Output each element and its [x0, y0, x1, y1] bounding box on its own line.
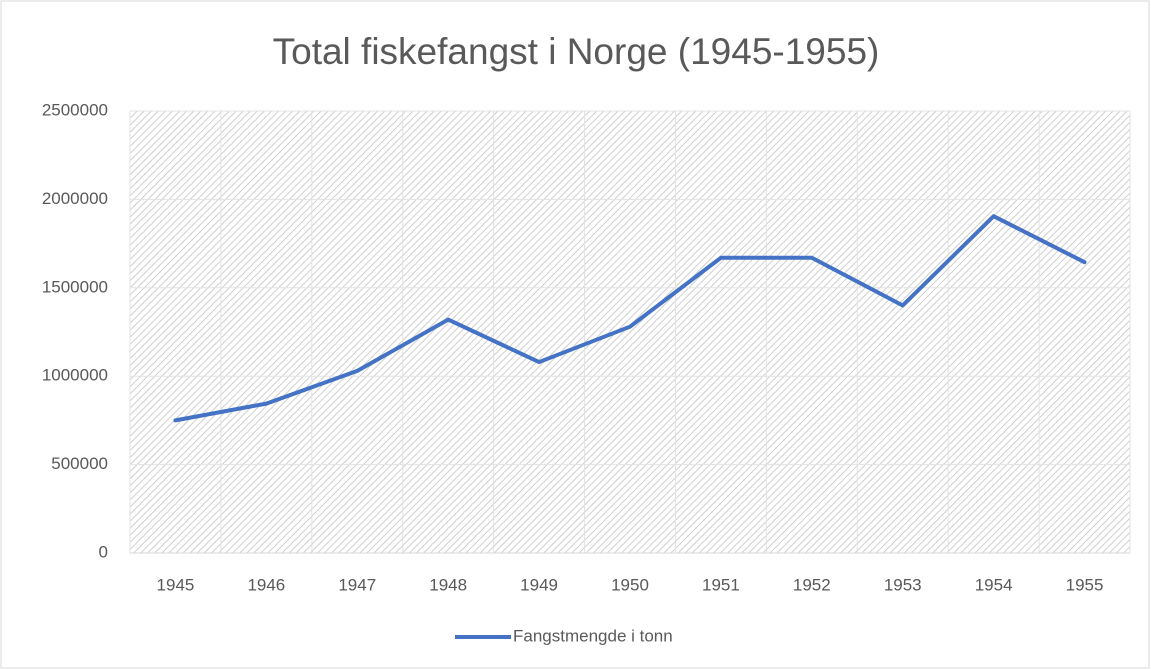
series-line — [173, 214, 1087, 423]
x-tick-label: 1948 — [429, 575, 467, 594]
y-tick-label: 500000 — [51, 454, 108, 473]
y-tick-label: 2000000 — [42, 189, 108, 208]
x-tick-label: 1954 — [975, 575, 1013, 594]
plot-area — [130, 111, 1130, 553]
y-tick-label: 2500000 — [42, 100, 108, 119]
legend-label: Fangstmengde i tonn — [513, 626, 673, 645]
x-tick-label: 1953 — [884, 575, 922, 594]
x-tick-label: 1947 — [338, 575, 376, 594]
chart-title: Total fiskefangst i Norge (1945-1955) — [273, 31, 880, 72]
x-tick-label: 1955 — [1066, 575, 1104, 594]
x-tick-label: 1951 — [702, 575, 740, 594]
y-tick-label: 0 — [99, 542, 108, 561]
x-tick-label: 1949 — [520, 575, 558, 594]
x-tick-label: 1945 — [157, 575, 195, 594]
x-tick-label: 1950 — [611, 575, 649, 594]
y-tick-label: 1000000 — [42, 366, 108, 385]
y-tick-label: 1500000 — [42, 277, 108, 296]
x-tick-label: 1946 — [247, 575, 285, 594]
x-tick-label: 1952 — [793, 575, 831, 594]
